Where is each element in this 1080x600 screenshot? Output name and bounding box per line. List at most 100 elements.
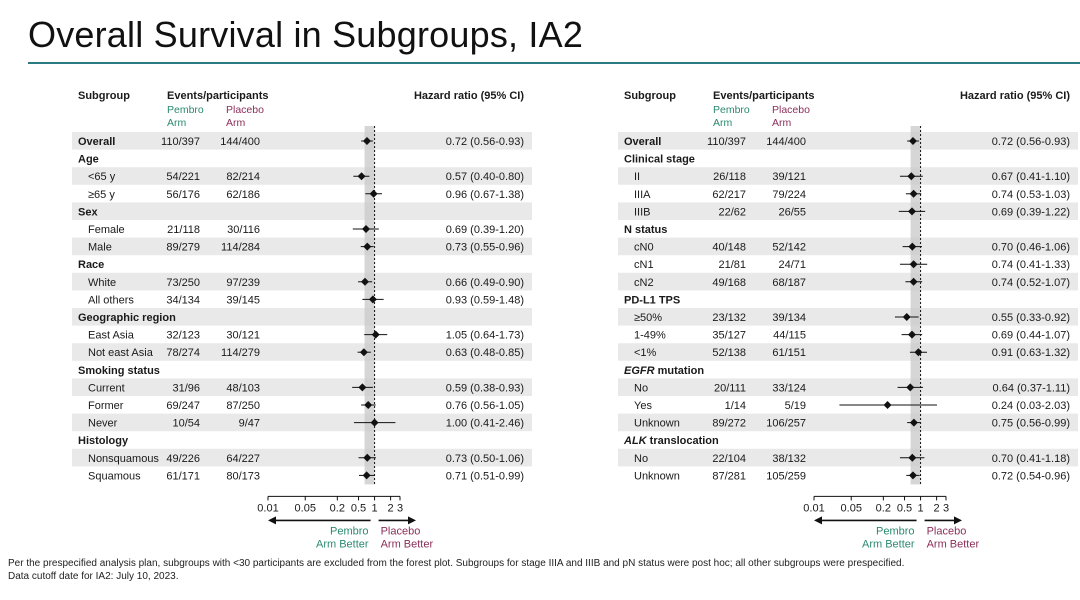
row-shade: [618, 202, 1078, 220]
hr-point: [369, 189, 378, 198]
row-shade: [72, 343, 532, 361]
pembro-events: 49/168: [712, 277, 746, 289]
hr-point: [363, 453, 372, 462]
x-tick-label: 0.5: [351, 502, 366, 514]
hr-text: 0.64 (0.37-1.11): [993, 382, 1070, 394]
pembro-events: 10/54: [172, 418, 200, 430]
footnote: Per the prespecified analysis plan, subg…: [8, 557, 1080, 583]
favor-left-arrowhead: [268, 516, 276, 525]
placebo-events: 82/214: [226, 171, 260, 183]
row-label: <1%: [634, 347, 657, 359]
row-label: ≥65 y: [88, 189, 115, 201]
hr-point: [909, 418, 918, 427]
x-tick-label: 0.2: [330, 502, 345, 514]
row-label: Never: [88, 418, 118, 430]
favor-right-label-1: Placebo: [927, 525, 967, 537]
subgroup-header: Clinical stage: [624, 154, 695, 166]
subgroup-header-rest: mutation: [655, 365, 705, 377]
placebo-events: 30/116: [227, 224, 260, 236]
pembro-events: 61/171: [166, 470, 200, 482]
hr-text: 0.93 (0.59-1.48): [446, 294, 524, 306]
row-shade: [72, 167, 532, 185]
hr-text: 0.71 (0.51-0.99): [446, 470, 524, 482]
pembro-events: 22/62: [718, 206, 746, 218]
hr-point: [908, 242, 917, 251]
pembro-events: 49/226: [166, 453, 200, 465]
row-shade: [618, 237, 1078, 256]
row-shade: [618, 272, 1078, 291]
hr-point: [906, 383, 915, 392]
row-label: Unknown: [634, 470, 680, 482]
row-shade: [72, 448, 532, 467]
hr-point: [914, 348, 923, 357]
hr-point: [359, 348, 368, 357]
placebo-events: 48/103: [226, 382, 260, 394]
header-events: Events/participants: [167, 90, 268, 102]
row-shade: [618, 132, 1078, 150]
slide-title: Overall Survival in Subgroups, IA2: [28, 14, 584, 55]
placebo-events: 106/257: [766, 418, 806, 430]
hr-text: 0.91 (0.63-1.32): [992, 347, 1070, 359]
x-tick-label: 3: [397, 502, 403, 514]
placebo-events: 52/142: [772, 242, 806, 254]
row-label: Unknown: [634, 418, 680, 430]
placebo-events: 62/186: [226, 189, 260, 201]
hr-text: 0.69 (0.44-1.07): [992, 330, 1070, 342]
hr-point: [371, 330, 380, 339]
hr-text: 0.73 (0.55-0.96): [446, 242, 524, 254]
row-label: Yes: [634, 400, 652, 412]
hr-text: 0.72 (0.54-0.96): [992, 470, 1070, 482]
hr-text: 0.72 (0.56-0.93): [992, 136, 1070, 148]
pembro-events: 89/272: [712, 418, 746, 430]
hr-text: 0.74 (0.41-1.33): [992, 259, 1070, 271]
subgroup-header: N status: [624, 224, 667, 236]
row-label: II: [634, 171, 640, 183]
row-label: Overall: [78, 136, 115, 148]
hr-text: 0.72 (0.56-0.93): [446, 136, 524, 148]
placebo-events: 64/227: [226, 453, 260, 465]
forest-plot-left-svg: Subgroup Events/participantsPembroArmPlac…: [72, 90, 532, 550]
row-label: Squamous: [88, 470, 141, 482]
x-tick-label: 0.01: [803, 502, 824, 514]
pembro-events: 40/148: [712, 242, 746, 254]
row-shade: [72, 413, 532, 432]
placebo-events: 39/145: [226, 294, 260, 306]
pembro-events: 21/81: [718, 259, 746, 271]
x-tick-label: 0.05: [841, 502, 862, 514]
row-shade: [72, 378, 532, 396]
hr-point: [370, 418, 379, 427]
header-pembro-1: Pembro: [167, 104, 204, 116]
hr-text: 0.96 (0.67-1.38): [446, 189, 524, 201]
favor-left-label-2: Arm Better: [316, 538, 369, 550]
row-label: Not east Asia: [88, 347, 154, 359]
pembro-events: 1/14: [725, 400, 746, 412]
row-shade: [72, 202, 532, 220]
overall-band: [910, 126, 921, 485]
pembro-events: 78/274: [166, 347, 200, 359]
favor-left-label-1: Pembro: [330, 525, 369, 537]
hr-point: [908, 453, 917, 462]
pembro-events: 69/247: [166, 400, 200, 412]
subgroup-header-italic: ALK: [623, 435, 648, 447]
row-label: IIIB: [634, 206, 651, 218]
row-label: cN1: [634, 259, 654, 271]
pembro-events: 73/250: [166, 277, 200, 289]
row-label: Former: [88, 400, 124, 412]
header-pembro-2: Arm: [713, 117, 733, 129]
placebo-events: 9/47: [239, 418, 260, 430]
hr-point: [362, 471, 371, 480]
pembro-events: 32/123: [166, 330, 200, 342]
subgroup-header: Histology: [78, 435, 129, 447]
hr-point: [909, 260, 918, 269]
row-shade: [72, 308, 532, 326]
x-tick-label: 0.2: [876, 502, 891, 514]
placebo-events: 80/173: [226, 470, 260, 482]
favor-right-arrowhead: [954, 516, 962, 525]
placebo-events: 68/187: [772, 277, 806, 289]
placebo-events: 105/259: [766, 470, 806, 482]
hr-point: [907, 172, 916, 181]
pembro-events: 20/111: [714, 382, 746, 394]
favor-right-label-2: Arm Better: [927, 538, 980, 550]
pembro-events: 110/397: [707, 136, 746, 148]
row-label: All others: [88, 294, 134, 306]
